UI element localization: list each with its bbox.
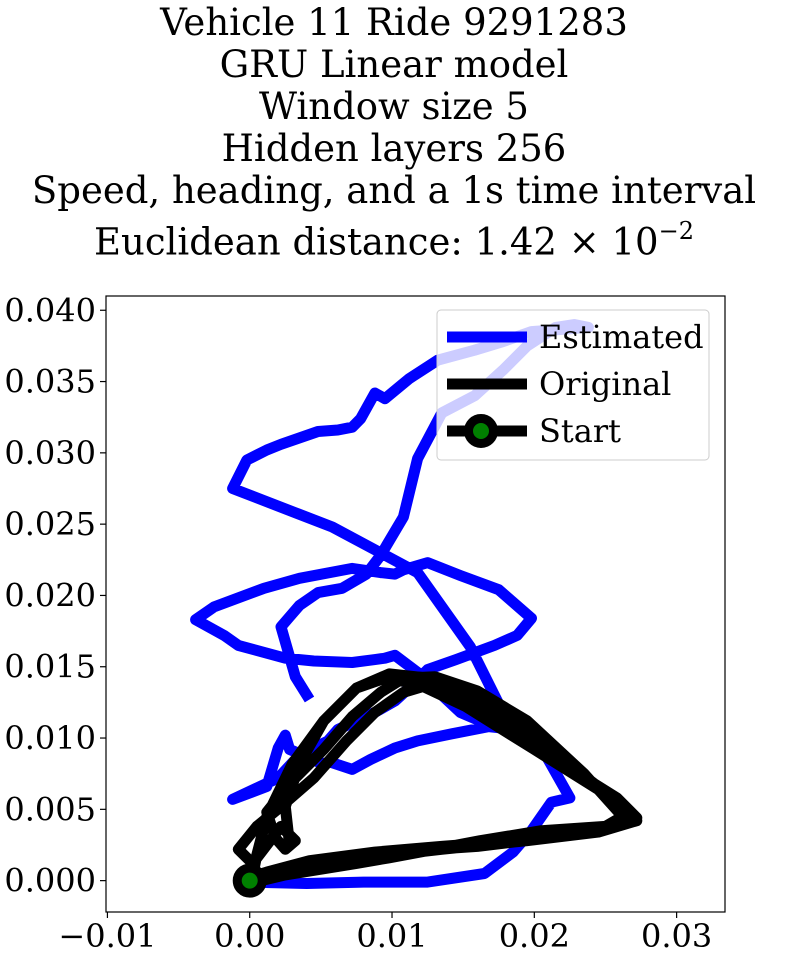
- y-tick-label: 0.025: [4, 505, 96, 543]
- axes-layer: −0.01 0.00 0.01 0.02 0.03 0.000 0.005 0.010 0.01…: [4, 291, 726, 955]
- legend-box: [436, 309, 710, 461]
- title-line-3: Window size 5: [259, 85, 529, 128]
- y-tick-label: 0.040: [4, 291, 96, 329]
- x-tick-label: 0.01: [356, 917, 427, 955]
- y-tick-label: 0.030: [4, 434, 96, 472]
- legend-label-original: Original: [539, 365, 671, 403]
- title-metric-base: 10: [611, 220, 659, 264]
- y-tick-label: 0.020: [4, 576, 96, 614]
- chart-title: Vehicle 11 Ride 9291283 GRU Linear model…: [0, 2, 788, 263]
- legend-label-estimated: Estimated: [539, 318, 704, 356]
- title-line-6: Euclidean distance: 1.42 × 10−2: [0, 212, 788, 263]
- title-line-5: Speed, heading, and a 1s time interval: [31, 169, 757, 212]
- series-line-original: [232, 668, 643, 887]
- title-line-1: Vehicle 11 Ride 9291283: [160, 1, 628, 44]
- x-tick-label: 0.02: [499, 917, 570, 955]
- legend-label-start: Start: [539, 412, 621, 450]
- x-tick-label: 0.03: [641, 917, 712, 955]
- title-metric-times: ×: [568, 220, 600, 264]
- title-metric-exponent: −2: [658, 217, 694, 245]
- x-tick-label: 0.00: [214, 917, 285, 955]
- title-line-4: Hidden layers 256: [221, 127, 567, 170]
- x-tick-label: −0.01: [58, 917, 156, 955]
- start-marker: [232, 863, 267, 898]
- legend-start-marker: [464, 414, 498, 448]
- title-line-2: GRU Linear model: [219, 43, 569, 86]
- y-tick-label: 0.010: [4, 719, 96, 757]
- axes-frame: [105, 295, 726, 913]
- title-metric-prefix: Euclidean distance: 1.42: [94, 220, 557, 264]
- legend: Estimated Original Start: [436, 309, 710, 461]
- y-tick-label: 0.000: [4, 862, 96, 900]
- y-tick-label: 0.005: [4, 790, 96, 828]
- y-tick-label: 0.035: [4, 363, 96, 401]
- y-tick-label: 0.015: [4, 648, 96, 686]
